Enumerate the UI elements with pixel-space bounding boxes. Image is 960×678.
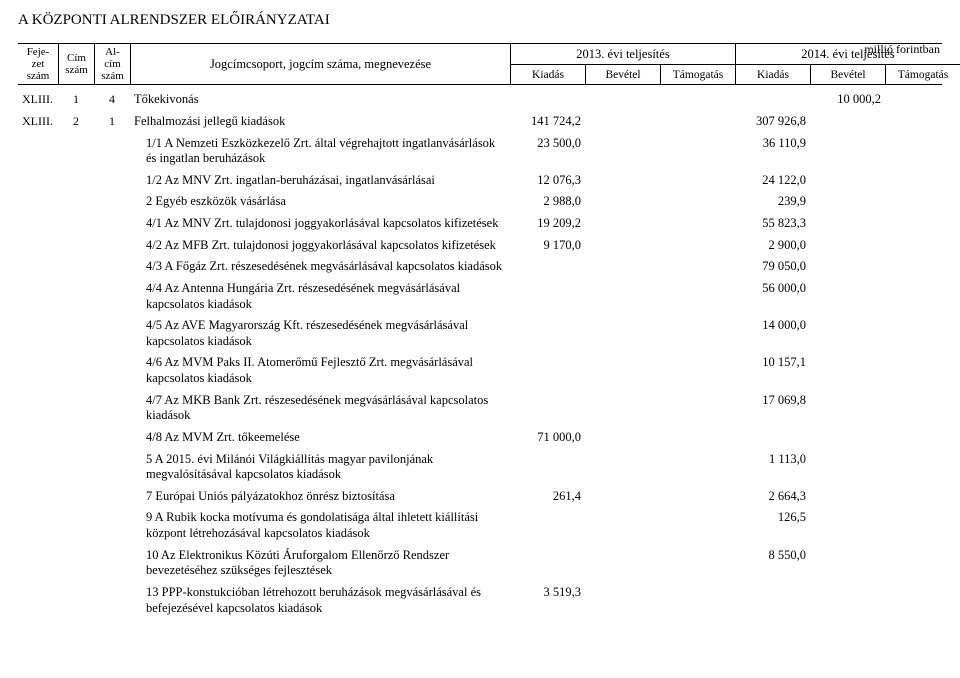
table-header: Feje- zet szám Cím szám Al- cím szám Jog… [18, 43, 942, 85]
table-row: XLIII.14Tőkekivonás 10 000,2 [18, 89, 942, 111]
table-row: 10 Az Elektronikus Közúti Áruforgalom El… [18, 545, 942, 582]
cell-2013-kiadas: 2 988,0 [510, 194, 585, 209]
cell-2014-kiadas: 55 823,3 [735, 216, 810, 231]
cell-name: 9 A Rubik kocka motívuma és gondolatiság… [130, 510, 510, 541]
hdr-2014-tamogatas: Támogatás [885, 65, 960, 84]
cell-name: Tőkekivonás [130, 92, 510, 108]
cell-fejezet: XLIII. [18, 114, 58, 129]
hdr-name: Jogcímcsoport, jogcím száma, megnevezése [130, 44, 510, 84]
hdr-2014-bevetel: Bevétel [810, 65, 885, 84]
hdr-cim: Cím szám [58, 44, 94, 84]
cell-alcim: 1 [94, 114, 130, 129]
cell-name: 1/2 Az MNV Zrt. ingatlan-beruházásai, in… [130, 173, 510, 189]
cell-2013-kiadas: 12 076,3 [510, 173, 585, 188]
cell-name: 4/4 Az Antenna Hungária Zrt. részesedésé… [130, 281, 510, 312]
cell-2014-kiadas: 17 069,8 [735, 393, 810, 408]
cell-2014-kiadas: 8 550,0 [735, 548, 810, 563]
cell-2013-kiadas: 9 170,0 [510, 238, 585, 253]
cell-name: 4/6 Az MVM Paks II. Atomerőmű Fejlesztő … [130, 355, 510, 386]
table-row: 1/1 A Nemzeti Eszközkezelő Zrt. által vé… [18, 133, 942, 170]
cell-2014-kiadas: 2 900,0 [735, 238, 810, 253]
unit-label: millió forintban [864, 42, 940, 57]
cell-fejezet: XLIII. [18, 92, 58, 107]
table-row: 1/2 Az MNV Zrt. ingatlan-beruházásai, in… [18, 170, 942, 192]
cell-name: 4/5 Az AVE Magyarország Kft. részesedésé… [130, 318, 510, 349]
cell-name: 2 Egyéb eszközök vásárlása [130, 194, 510, 210]
table-row: 4/3 A Főgáz Zrt. részesedésének megvásár… [18, 256, 942, 278]
hdr-2013-kiadas: Kiadás [510, 65, 585, 84]
table-row: XLIII.21Felhalmozási jellegű kiadások141… [18, 111, 942, 133]
cell-name: 1/1 A Nemzeti Eszközkezelő Zrt. által vé… [130, 136, 510, 167]
hdr-alcim: Al- cím szám [94, 44, 130, 84]
hdr-fejezet: Feje- zet szám [18, 44, 58, 84]
cell-2013-kiadas: 261,4 [510, 489, 585, 504]
table-body: XLIII.14Tőkekivonás10 000,2XLIII.21Felha… [18, 89, 942, 619]
cell-2013-kiadas: 141 724,2 [510, 114, 585, 129]
cell-2014-kiadas: 36 110,9 [735, 136, 810, 151]
page-title: A KÖZPONTI ALRENDSZER ELŐIRÁNYZATAI [18, 12, 942, 29]
cell-2014-kiadas: 14 000,0 [735, 318, 810, 333]
hdr-year-2013: 2013. évi teljesítés [510, 44, 735, 65]
hdr-2014-kiadas: Kiadás [735, 65, 810, 84]
cell-cim: 1 [58, 92, 94, 107]
cell-name: 13 PPP-konstukcióban létrehozott beruház… [130, 585, 510, 616]
cell-name: 4/7 Az MKB Bank Zrt. részesedésének megv… [130, 393, 510, 424]
cell-name: 4/1 Az MNV Zrt. tulajdonosi joggyakorlás… [130, 216, 510, 232]
cell-cim: 2 [58, 114, 94, 129]
table-row: 4/7 Az MKB Bank Zrt. részesedésének megv… [18, 390, 942, 427]
cell-2014-kiadas: 2 664,3 [735, 489, 810, 504]
cell-name: Felhalmozási jellegű kiadások [130, 114, 510, 130]
cell-2014-kiadas: 10 157,1 [735, 355, 810, 370]
cell-2013-kiadas: 23 500,0 [510, 136, 585, 151]
cell-2013-kiadas: 71 000,0 [510, 430, 585, 445]
table-row: 5 A 2015. évi Milánói Világkiállítás mag… [18, 449, 942, 486]
cell-name: 4/8 Az MVM Zrt. tőkeemelése [130, 430, 510, 446]
table-row: 7 Európai Uniós pályázatokhoz önrész biz… [18, 486, 942, 508]
cell-2014-kiadas: 1 113,0 [735, 452, 810, 467]
hdr-2013-tamogatas: Támogatás [660, 65, 735, 84]
cell-name: 4/2 Az MFB Zrt. tulajdonosi joggyakorlás… [130, 238, 510, 254]
table-row: 4/4 Az Antenna Hungária Zrt. részesedésé… [18, 278, 942, 315]
cell-2014-kiadas: 56 000,0 [735, 281, 810, 296]
table-row: 4/6 Az MVM Paks II. Atomerőmű Fejlesztő … [18, 352, 942, 389]
cell-2013-kiadas: 19 209,2 [510, 216, 585, 231]
table-row: 4/2 Az MFB Zrt. tulajdonosi joggyakorlás… [18, 235, 942, 257]
table-row: 4/1 Az MNV Zrt. tulajdonosi joggyakorlás… [18, 213, 942, 235]
hdr-2013-bevetel: Bevétel [585, 65, 660, 84]
cell-2014-kiadas: 126,5 [735, 510, 810, 525]
cell-name: 10 Az Elektronikus Közúti Áruforgalom El… [130, 548, 510, 579]
table-row: 4/8 Az MVM Zrt. tőkeemelése71 000,0 [18, 427, 942, 449]
table-row: 4/5 Az AVE Magyarország Kft. részesedésé… [18, 315, 942, 352]
cell-2014-kiadas: 239,9 [735, 194, 810, 209]
cell-2014-kiadas: 307 926,8 [735, 114, 810, 129]
cell-2014-kiadas: 24 122,0 [735, 173, 810, 188]
cell-2013-kiadas: 3 519,3 [510, 585, 585, 600]
cell-name: 7 Európai Uniós pályázatokhoz önrész biz… [130, 489, 510, 505]
table-row: 9 A Rubik kocka motívuma és gondolatiság… [18, 507, 942, 544]
table-row: 13 PPP-konstukcióban létrehozott beruház… [18, 582, 942, 619]
cell-alcim: 4 [94, 92, 130, 107]
cell-name: 5 A 2015. évi Milánói Világkiállítás mag… [130, 452, 510, 483]
cell-2014-kiadas: 79 050,0 [735, 259, 810, 274]
cell-2014-bevetel: 10 000,2 [810, 92, 885, 107]
table-row: 2 Egyéb eszközök vásárlása2 988,0 239,9 [18, 191, 942, 213]
cell-name: 4/3 A Főgáz Zrt. részesedésének megvásár… [130, 259, 510, 275]
